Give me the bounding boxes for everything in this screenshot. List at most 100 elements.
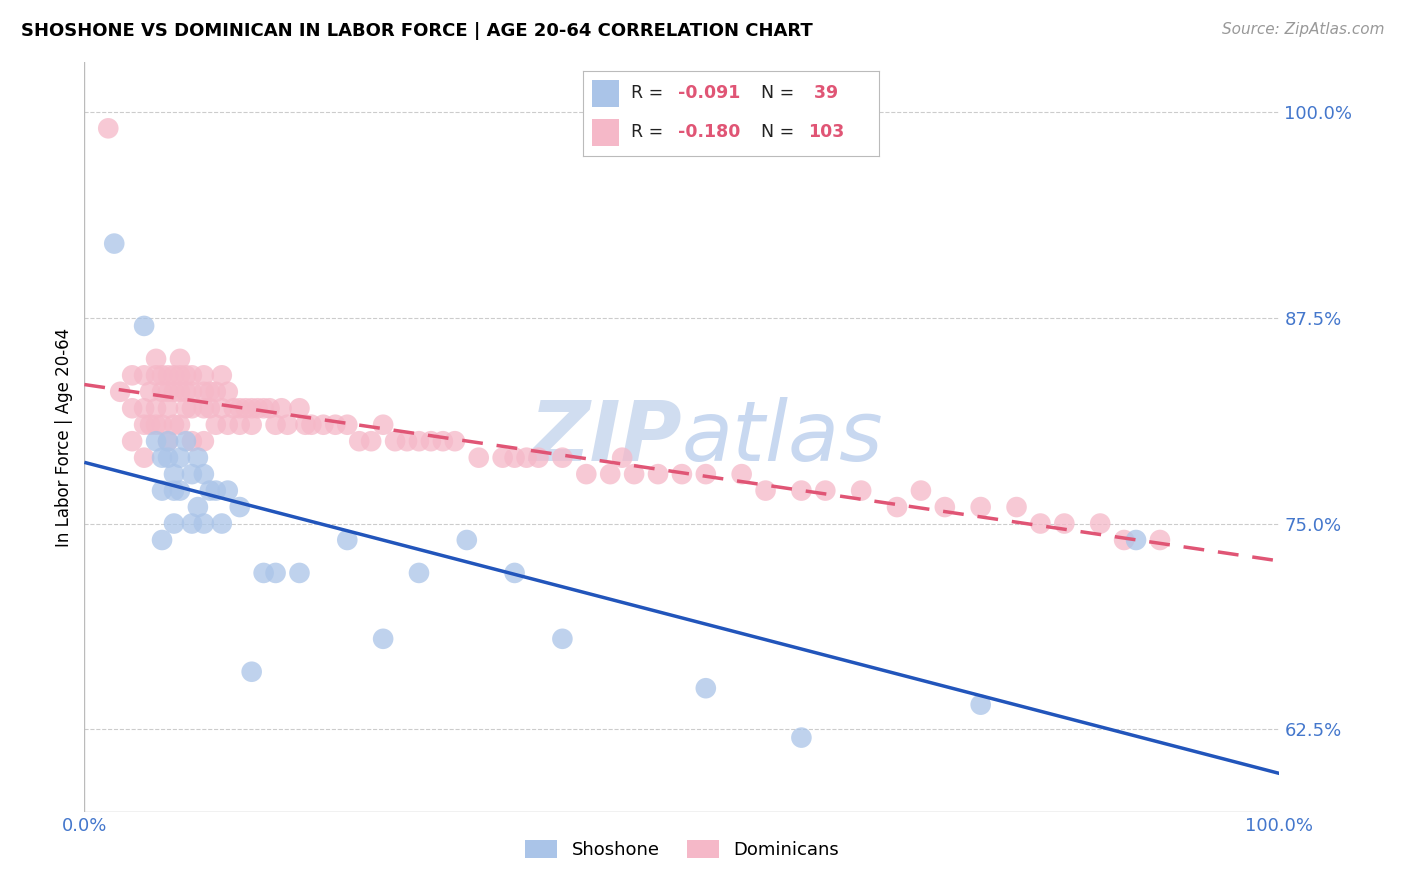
Point [790, 483, 813, 498]
Point [181, 467, 204, 482]
Legend: Shoshone, Dominicans: Shoshone, Dominicans [517, 832, 846, 866]
Point [790, 731, 813, 745]
Point [468, 450, 491, 465]
Point [132, 417, 156, 432]
Point [181, 401, 204, 416]
Point [174, 434, 197, 449]
Point [217, 384, 239, 399]
Point [169, 384, 191, 399]
Point [373, 417, 395, 432]
Point [229, 401, 252, 416]
Point [181, 516, 204, 531]
Point [174, 384, 197, 399]
Point [174, 401, 197, 416]
Point [695, 467, 717, 482]
Point [193, 384, 215, 399]
Point [163, 368, 186, 383]
Point [235, 401, 257, 416]
Point [169, 450, 191, 465]
Point [229, 417, 252, 432]
Point [527, 450, 550, 465]
Point [163, 384, 186, 399]
Point [970, 698, 993, 712]
Point [132, 401, 156, 416]
Point [187, 450, 209, 465]
Point [516, 450, 538, 465]
Point [420, 434, 443, 449]
Point [253, 566, 276, 580]
Point [217, 483, 239, 498]
Point [336, 417, 359, 432]
Point [222, 401, 245, 416]
Point [349, 434, 371, 449]
Text: R =: R = [631, 85, 668, 103]
Point [814, 483, 837, 498]
Point [456, 533, 478, 547]
Point [599, 467, 621, 482]
Point [150, 533, 173, 547]
Point [551, 450, 574, 465]
Text: atlas: atlas [682, 397, 883, 477]
Point [277, 417, 299, 432]
Point [240, 401, 263, 416]
Text: ZIP: ZIP [529, 397, 682, 477]
Point [150, 368, 173, 383]
Point [187, 500, 209, 514]
Point [301, 417, 323, 432]
Point [384, 434, 406, 449]
Point [139, 384, 162, 399]
Point [150, 417, 173, 432]
Point [193, 516, 215, 531]
Point [755, 483, 778, 498]
Point [1125, 533, 1147, 547]
Point [731, 467, 754, 482]
Text: SHOSHONE VS DOMINICAN IN LABOR FORCE | AGE 20-64 CORRELATION CHART: SHOSHONE VS DOMINICAN IN LABOR FORCE | A… [21, 22, 813, 40]
Point [246, 401, 269, 416]
Point [198, 384, 221, 399]
Text: -0.091: -0.091 [678, 85, 741, 103]
Point [145, 368, 167, 383]
Point [132, 450, 156, 465]
Point [1029, 516, 1052, 531]
Point [444, 434, 467, 449]
Point [240, 417, 263, 432]
Y-axis label: In Labor Force | Age 20-64: In Labor Force | Age 20-64 [55, 327, 73, 547]
Point [157, 401, 180, 416]
Point [373, 632, 395, 646]
Point [1090, 516, 1112, 531]
Point [145, 351, 167, 366]
Point [145, 434, 167, 449]
Point [121, 401, 143, 416]
Text: Source: ZipAtlas.com: Source: ZipAtlas.com [1222, 22, 1385, 37]
Point [132, 318, 156, 333]
Point [288, 566, 311, 580]
Point [253, 401, 276, 416]
Point [169, 368, 191, 383]
Point [503, 566, 526, 580]
Point [163, 417, 186, 432]
Point [181, 368, 204, 383]
FancyBboxPatch shape [592, 80, 619, 107]
Point [157, 434, 180, 449]
Point [193, 434, 215, 449]
Point [193, 368, 215, 383]
Point [193, 467, 215, 482]
Point [150, 483, 173, 498]
Point [312, 417, 335, 432]
Point [198, 401, 221, 416]
Point [240, 665, 263, 679]
Point [169, 417, 191, 432]
Point [360, 434, 382, 449]
Point [97, 121, 120, 136]
Point [211, 401, 233, 416]
Point [205, 483, 228, 498]
Point [163, 516, 186, 531]
Point [110, 384, 132, 399]
Point [193, 401, 215, 416]
Point [174, 368, 197, 383]
FancyBboxPatch shape [592, 119, 619, 146]
Point [408, 566, 430, 580]
Point [150, 384, 173, 399]
Point [181, 384, 204, 399]
Point [970, 500, 993, 514]
